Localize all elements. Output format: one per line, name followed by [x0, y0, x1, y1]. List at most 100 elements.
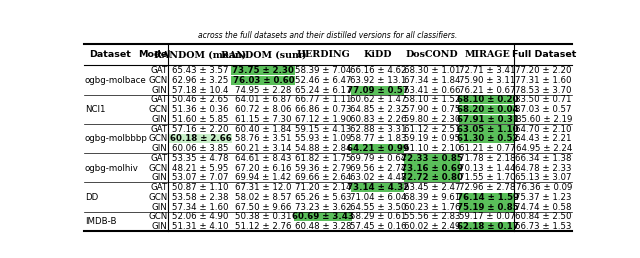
Text: HERDING: HERDING — [296, 50, 350, 59]
Bar — [168, 134, 232, 143]
Text: 65.26 ± 5.63: 65.26 ± 5.63 — [295, 193, 351, 202]
Text: 60.48 ± 3.28: 60.48 ± 3.28 — [295, 222, 351, 231]
Text: ogbg-molhiv: ogbg-molhiv — [85, 164, 139, 173]
Bar — [460, 134, 515, 143]
Text: 61.82 ± 1.75: 61.82 ± 1.75 — [295, 154, 351, 163]
Text: 59.36 ± 2.79: 59.36 ± 2.79 — [295, 164, 351, 173]
Text: 60.83 ± 2.26: 60.83 ± 2.26 — [349, 115, 406, 124]
Text: 53.58 ± 2.38: 53.58 ± 2.38 — [172, 193, 228, 202]
Text: 67.31 ± 12.0: 67.31 ± 12.0 — [235, 183, 292, 192]
Text: 75.19 ± 0.85: 75.19 ± 0.85 — [457, 203, 518, 212]
Text: 71.20 ± 2.14: 71.20 ± 2.14 — [295, 183, 351, 192]
Text: 68.39 ± 9.61: 68.39 ± 9.61 — [404, 193, 460, 202]
Text: 76.14 ± 1.59: 76.14 ± 1.59 — [456, 193, 518, 202]
Text: 53.35 ± 4.78: 53.35 ± 4.78 — [172, 154, 228, 163]
Text: 61.21 ± 0.77: 61.21 ± 0.77 — [460, 144, 516, 153]
Text: 73.75 ± 2.30: 73.75 ± 2.30 — [232, 66, 294, 75]
Text: 60.02 ± 2.49: 60.02 ± 2.49 — [404, 222, 460, 231]
Text: 76.36 ± 0.09: 76.36 ± 0.09 — [515, 183, 572, 192]
Text: 76.03 ± 0.60: 76.03 ± 0.60 — [232, 76, 294, 85]
Text: GAT: GAT — [150, 95, 168, 104]
Text: 52.46 ± 6.47: 52.46 ± 6.47 — [295, 76, 351, 85]
Text: 71.78 ± 2.18: 71.78 ± 2.18 — [460, 154, 516, 163]
Text: 60.62 ± 1.47: 60.62 ± 1.47 — [349, 95, 406, 104]
Text: across the full datasets and their distilled versions for all classifiers.: across the full datasets and their disti… — [198, 31, 458, 41]
Text: 72.33 ± 0.85: 72.33 ± 0.85 — [401, 154, 463, 163]
Text: GCN: GCN — [148, 134, 168, 143]
Text: 63.45 ± 2.47: 63.45 ± 2.47 — [404, 183, 460, 192]
Text: 58.29 ± 0.61: 58.29 ± 0.61 — [349, 212, 406, 221]
Text: 51.31 ± 4.10: 51.31 ± 4.10 — [172, 222, 228, 231]
Text: 61.30 ± 0.52: 61.30 ± 0.52 — [457, 134, 518, 143]
Text: 57.16 ± 2.20: 57.16 ± 2.20 — [172, 125, 228, 134]
Text: 64.70 ± 2.10: 64.70 ± 2.10 — [515, 125, 572, 134]
Text: 51.36 ± 0.36: 51.36 ± 0.36 — [172, 105, 228, 114]
Bar — [460, 125, 515, 134]
Text: 63.05 ± 1.10: 63.05 ± 1.10 — [457, 125, 518, 134]
Text: 55.56 ± 2.83: 55.56 ± 2.83 — [404, 212, 460, 221]
Bar — [460, 115, 515, 124]
Text: GAT: GAT — [150, 66, 168, 75]
Text: NCI1: NCI1 — [85, 105, 106, 114]
Text: 57.90 ± 0.75: 57.90 ± 0.75 — [404, 105, 460, 114]
Bar — [460, 193, 515, 202]
Bar — [460, 105, 515, 114]
Text: ogbg-molbace: ogbg-molbace — [85, 76, 147, 85]
Text: 72.96 ± 2.78: 72.96 ± 2.78 — [460, 183, 516, 192]
Text: 60.84 ± 2.50: 60.84 ± 2.50 — [515, 212, 572, 221]
Bar — [232, 66, 295, 75]
Text: 62.96 ± 3.25: 62.96 ± 3.25 — [172, 76, 228, 85]
Text: 66.73 ± 1.53: 66.73 ± 1.53 — [515, 222, 572, 231]
Text: 69.56 ± 2.74: 69.56 ± 2.74 — [349, 164, 406, 173]
Text: 68.20 ± 0.04: 68.20 ± 0.04 — [457, 105, 518, 114]
Text: 59.80 ± 2.30: 59.80 ± 2.30 — [404, 115, 460, 124]
Text: 83.50 ± 0.71: 83.50 ± 0.71 — [515, 95, 572, 104]
Text: GAT: GAT — [150, 154, 168, 163]
Text: 75.90 ± 3.11: 75.90 ± 3.11 — [460, 76, 516, 85]
Text: GCN: GCN — [148, 193, 168, 202]
Text: 58.77 ± 1.83: 58.77 ± 1.83 — [349, 134, 406, 143]
Text: 52.06 ± 4.90: 52.06 ± 4.90 — [172, 212, 228, 221]
Text: 63.92 ± 13.1: 63.92 ± 13.1 — [349, 76, 406, 85]
Text: GCN: GCN — [148, 212, 168, 221]
Text: 73.14 ± 4.32: 73.14 ± 4.32 — [347, 183, 409, 192]
Text: 65.43 ± 3.57: 65.43 ± 3.57 — [172, 66, 228, 75]
Text: 67.91 ± 0.31: 67.91 ± 0.31 — [456, 115, 518, 124]
Text: 69.79 ± 0.64: 69.79 ± 0.64 — [349, 154, 406, 163]
Text: 57.18 ± 10.4: 57.18 ± 10.4 — [172, 86, 228, 95]
Text: 65.24 ± 6.17: 65.24 ± 6.17 — [295, 86, 351, 95]
Text: 59.17 ± 0.07: 59.17 ± 0.07 — [460, 212, 516, 221]
Text: 60.21 ± 3.14: 60.21 ± 3.14 — [235, 144, 292, 153]
Text: 60.40 ± 1.84: 60.40 ± 1.84 — [235, 125, 292, 134]
Text: 66.34 ± 1.38: 66.34 ± 1.38 — [515, 154, 572, 163]
Text: 61.10 ± 2.10: 61.10 ± 2.10 — [404, 144, 460, 153]
Text: 75.37 ± 1.23: 75.37 ± 1.23 — [515, 193, 572, 202]
Text: 74.95 ± 2.28: 74.95 ± 2.28 — [235, 86, 292, 95]
Text: 57.45 ± 0.16: 57.45 ± 0.16 — [349, 222, 406, 231]
Bar — [294, 212, 351, 221]
Text: 59.19 ± 0.95: 59.19 ± 0.95 — [404, 134, 460, 143]
Text: ogbg-molbbbp: ogbg-molbbbp — [85, 134, 148, 143]
Text: 64.95 ± 2.24: 64.95 ± 2.24 — [515, 144, 572, 153]
Text: 87.03 ± 0.57: 87.03 ± 0.57 — [515, 105, 572, 114]
Text: GAT: GAT — [150, 125, 168, 134]
Text: Dataset: Dataset — [90, 50, 131, 59]
Text: GCN: GCN — [148, 164, 168, 173]
Text: GAT: GAT — [150, 183, 168, 192]
Text: 70.13 ± 1.44: 70.13 ± 1.44 — [460, 164, 516, 173]
Text: GCN: GCN — [148, 76, 168, 85]
Text: 63.41 ± 0.66: 63.41 ± 0.66 — [404, 86, 460, 95]
Text: 64.43 ± 2.21: 64.43 ± 2.21 — [515, 134, 572, 143]
Text: 64.61 ± 8.43: 64.61 ± 8.43 — [235, 154, 292, 163]
Text: Model: Model — [138, 50, 170, 59]
Text: 60.06 ± 3.85: 60.06 ± 3.85 — [172, 144, 228, 153]
Text: 69.94 ± 1.42: 69.94 ± 1.42 — [236, 173, 291, 182]
Text: 63.02 ± 4.48: 63.02 ± 4.48 — [349, 173, 406, 182]
Bar — [404, 154, 460, 163]
Text: 51.12 ± 2.76: 51.12 ± 2.76 — [235, 222, 292, 231]
Text: 64.55 ± 3.50: 64.55 ± 3.50 — [349, 203, 406, 212]
Text: 66.86 ± 0.73: 66.86 ± 0.73 — [295, 105, 351, 114]
Text: GIN: GIN — [152, 86, 168, 95]
Text: 85.60 ± 2.19: 85.60 ± 2.19 — [515, 115, 572, 124]
Text: GIN: GIN — [152, 144, 168, 153]
